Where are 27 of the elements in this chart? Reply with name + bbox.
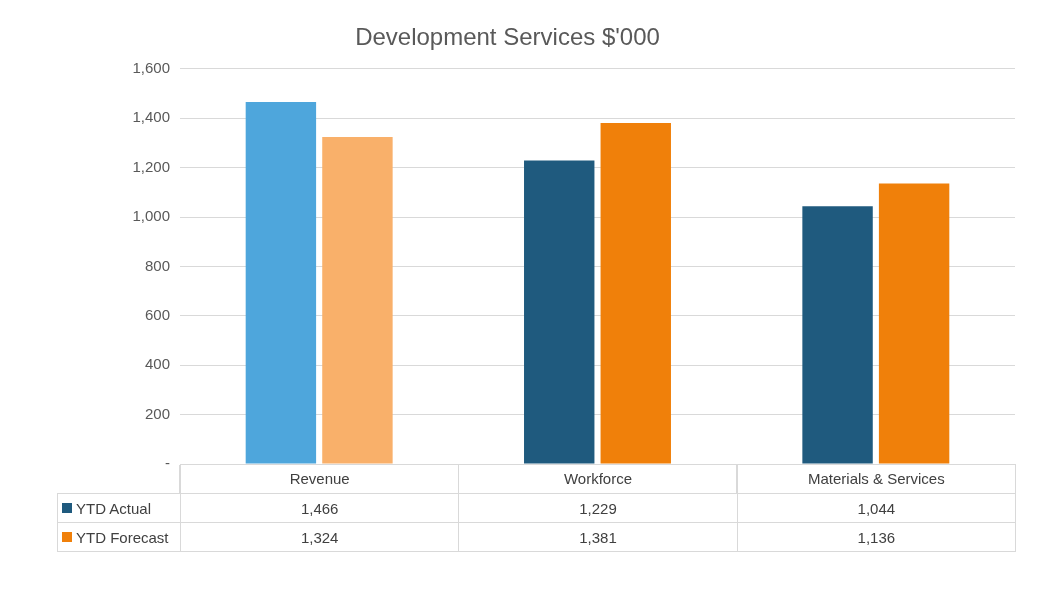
chart-title: Development Services $'000	[355, 23, 660, 51]
bar	[245, 101, 317, 464]
bar	[600, 122, 671, 464]
x-tick-label: Workforce	[458, 464, 738, 494]
bar	[524, 160, 595, 464]
bar	[322, 136, 393, 464]
data-label: 1,324	[180, 522, 460, 552]
x-tick-label: Revenue	[180, 464, 460, 494]
data-label: 1,229	[458, 493, 738, 523]
y-tick-label: 800	[144, 256, 170, 274]
data-label: 1,136	[736, 522, 1016, 552]
y-tick-label: 600	[144, 305, 170, 323]
y-tick-label: 1,200	[132, 157, 170, 175]
data-label: 1,466	[180, 493, 460, 523]
y-tick-label: 200	[144, 404, 170, 422]
y-tick-label: 1,000	[132, 207, 170, 225]
data-label: 1,381	[458, 522, 738, 552]
bar	[878, 183, 950, 464]
y-tick-label: -	[165, 454, 170, 472]
data-label: 1,044	[736, 493, 1016, 523]
y-tick-label: 1,400	[132, 108, 170, 126]
bar	[802, 206, 873, 464]
x-tick-label: Materials & Services	[736, 464, 1016, 494]
legend-label: YTD Actual	[57, 493, 181, 523]
legend-label: YTD Forecast	[57, 522, 181, 552]
y-tick-label: 1,600	[132, 58, 170, 76]
y-tick-label: 400	[144, 355, 170, 373]
